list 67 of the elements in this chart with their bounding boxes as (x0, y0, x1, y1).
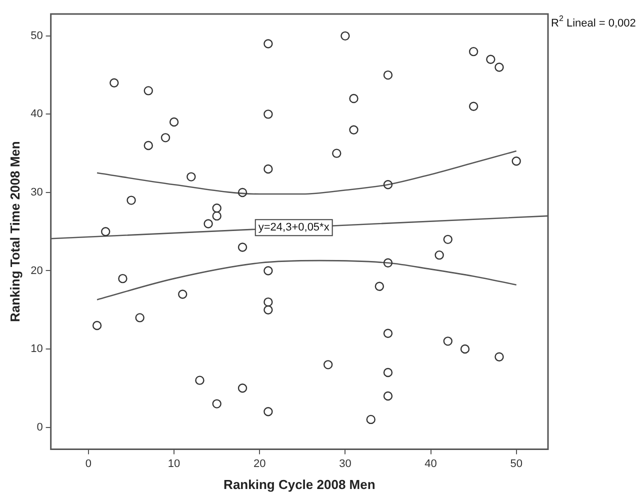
x-tick-label: 40 (424, 458, 437, 470)
point (264, 110, 273, 119)
y-tick-label: 30 (30, 186, 43, 198)
point (512, 156, 521, 166)
point (264, 39, 273, 48)
point (160, 133, 170, 142)
point (204, 219, 213, 228)
point (264, 297, 273, 307)
point (340, 31, 350, 41)
x-tick-label: 0 (85, 458, 92, 470)
point (195, 376, 204, 385)
point (374, 282, 384, 291)
point (264, 407, 273, 416)
point (366, 414, 376, 424)
line-series (96, 260, 517, 300)
point (92, 320, 102, 330)
point (212, 399, 222, 408)
point (118, 274, 128, 284)
point (468, 46, 478, 56)
point (349, 125, 358, 134)
x-tick-label: 20 (254, 458, 266, 470)
point (135, 313, 144, 322)
point (264, 164, 273, 174)
line-series (96, 150, 517, 195)
point (238, 384, 248, 393)
x-axis-title: Ranking Cycle 2008 Men (224, 476, 376, 492)
point (383, 391, 393, 401)
point (144, 140, 153, 150)
point (264, 266, 273, 276)
y-tick-label: 50 (30, 30, 43, 42)
point (468, 102, 478, 111)
y-tick-label: 20 (30, 264, 43, 277)
point (434, 250, 444, 260)
point (212, 204, 222, 213)
point (383, 70, 393, 80)
y-tick-label: 10 (30, 343, 43, 356)
point (169, 117, 179, 127)
point (332, 148, 342, 158)
y-axis-title: Ranking Total Time 2008 Men (7, 141, 22, 322)
point (144, 86, 153, 96)
point (383, 328, 393, 338)
annotation: y=24,3+0,05*x (258, 222, 330, 234)
point (101, 227, 110, 236)
point (323, 360, 333, 370)
point (126, 196, 136, 205)
point (178, 290, 188, 299)
point (383, 258, 393, 268)
point (494, 352, 504, 362)
point (443, 336, 452, 346)
point (212, 211, 222, 221)
x-tick-label: 10 (168, 458, 180, 470)
point (486, 54, 496, 64)
point (349, 94, 358, 104)
x-tick-label: 50 (510, 458, 522, 470)
point (383, 368, 393, 378)
point (460, 344, 470, 354)
point (110, 78, 119, 88)
point (383, 180, 393, 190)
x-tick-label: 30 (339, 458, 352, 470)
y-tick-label: 40 (30, 108, 43, 120)
point (264, 305, 273, 314)
point (238, 188, 248, 198)
y-tick-label: 0 (36, 421, 43, 434)
point (238, 242, 248, 252)
point (443, 234, 452, 244)
point (186, 172, 196, 182)
point (494, 62, 504, 72)
